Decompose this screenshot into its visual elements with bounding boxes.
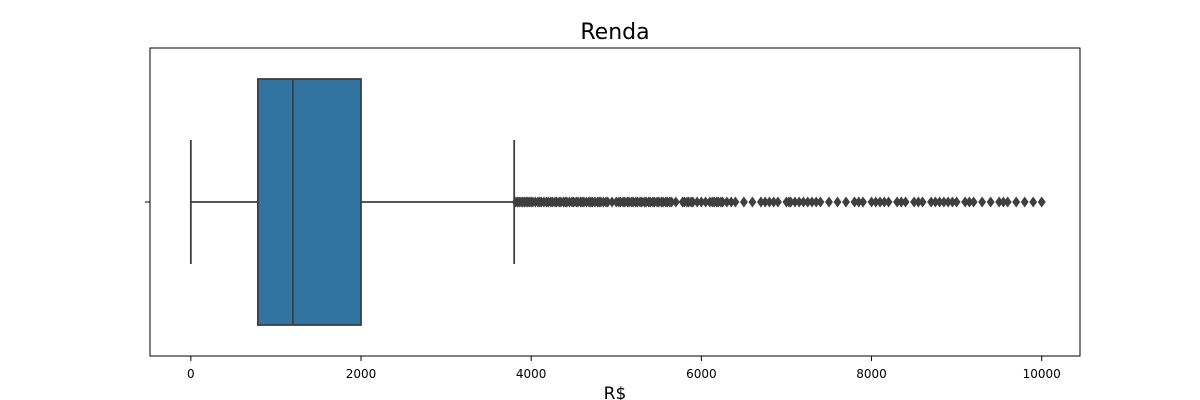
outlier-point: [671, 196, 680, 208]
outlier-point: [748, 196, 757, 208]
outlier-point: [825, 196, 833, 208]
chart-title: Renda: [580, 20, 649, 45]
box-iqr: [256, 78, 362, 326]
outlier-point: [859, 196, 867, 208]
x-tick-label: 6000: [686, 367, 717, 381]
x-axis: 0 2000 4000 6000 8000 10000: [187, 356, 1061, 381]
plot-area: [189, 78, 1046, 326]
outlier-point: [1037, 196, 1046, 208]
outlier-point: [1029, 196, 1038, 208]
x-tick-label: 4000: [516, 367, 547, 381]
outlier-point: [1020, 196, 1029, 208]
outlier-point: [901, 196, 910, 208]
outlier-point: [918, 196, 927, 208]
x-tick-label: 0: [187, 367, 195, 381]
outlier-point: [1012, 196, 1021, 208]
outlier-point: [842, 196, 850, 208]
outlier-point: [731, 196, 740, 208]
outlier-point: [833, 196, 842, 208]
outlier-point: [739, 196, 748, 208]
x-tick-label: 8000: [856, 367, 887, 381]
outlier-point: [1003, 196, 1012, 208]
x-axis-label: R$: [604, 384, 627, 400]
x-tick-label: 2000: [346, 367, 377, 381]
outlier-point: [978, 196, 987, 208]
outlier-point: [986, 196, 995, 208]
outlier-point: [969, 196, 978, 208]
outlier-point: [773, 196, 782, 208]
outlier-point: [816, 196, 825, 208]
x-tick-label: 10000: [1023, 367, 1061, 381]
outlier-point: [952, 196, 961, 208]
outlier-point: [884, 196, 893, 208]
